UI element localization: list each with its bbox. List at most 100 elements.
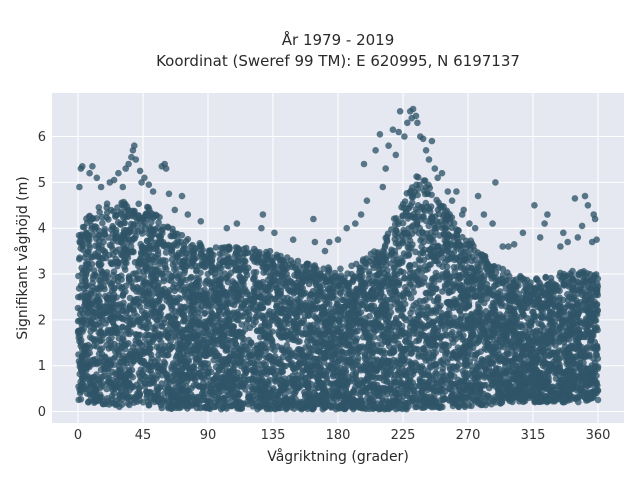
- data-point: [409, 283, 417, 291]
- data-point: [252, 269, 260, 276]
- data-point: [348, 270, 355, 278]
- data-point: [433, 196, 440, 204]
- data-point: [115, 348, 122, 356]
- data-point: [121, 266, 129, 274]
- data-point: [250, 275, 257, 282]
- data-point: [594, 396, 602, 404]
- data-point: [204, 270, 212, 278]
- data-point: [418, 404, 426, 412]
- data-point: [82, 277, 89, 285]
- data-point: [182, 237, 190, 245]
- data-point: [284, 294, 291, 302]
- data-point: [162, 249, 170, 256]
- data-point: [243, 271, 251, 279]
- data-point: [89, 283, 97, 291]
- data-point: [390, 265, 398, 272]
- data-point: [125, 274, 133, 282]
- data-point: [155, 298, 162, 306]
- data-point: [427, 203, 435, 210]
- data-point: [310, 312, 317, 320]
- data-point: [292, 329, 300, 336]
- data-point: [357, 386, 365, 394]
- data-point: [414, 174, 422, 181]
- data-point: [82, 283, 90, 290]
- data-point: [136, 288, 143, 296]
- data-point: [341, 365, 348, 373]
- data-point: [295, 384, 302, 392]
- data-point: [297, 290, 304, 297]
- data-point: [156, 260, 163, 268]
- data-point: [126, 294, 134, 302]
- data-point: [309, 405, 317, 413]
- data-point: [463, 277, 471, 285]
- data-point: [337, 289, 345, 296]
- data-point: [426, 294, 434, 301]
- data-point: [547, 274, 555, 282]
- data-point: [425, 282, 433, 289]
- data-point: [341, 358, 348, 366]
- data-point: [145, 401, 153, 409]
- data-point: [339, 296, 347, 304]
- data-point: [127, 220, 135, 228]
- data-point: [228, 330, 235, 338]
- data-point: [171, 307, 179, 315]
- data-point: [416, 257, 424, 264]
- data-point: [482, 394, 489, 401]
- data-point: [238, 321, 245, 328]
- data-point: [337, 265, 344, 273]
- data-point: [385, 286, 393, 293]
- data-point: [93, 371, 100, 378]
- data-point: [441, 341, 449, 349]
- data-point: [323, 295, 330, 303]
- data-point: [83, 262, 90, 269]
- data-point: [533, 276, 540, 283]
- data-point: [341, 274, 348, 282]
- data-point: [371, 272, 379, 280]
- data-point: [160, 275, 168, 282]
- data-point: [496, 288, 504, 295]
- chart-title-line1: År 1979 - 2019: [282, 30, 395, 49]
- data-point: [172, 313, 179, 320]
- data-point: [76, 363, 84, 370]
- data-point: [158, 371, 166, 379]
- data-points: [74, 105, 602, 413]
- data-point: [394, 298, 401, 306]
- data-point: [108, 260, 116, 268]
- data-point: [173, 242, 181, 249]
- data-point: [135, 200, 142, 208]
- data-point: [119, 324, 126, 331]
- data-point: [279, 265, 287, 272]
- data-point: [279, 353, 287, 361]
- data-point: [268, 345, 276, 352]
- data-point: [86, 244, 93, 252]
- data-point: [399, 239, 407, 247]
- data-point: [108, 334, 115, 341]
- data-point: [496, 373, 504, 381]
- data-point: [379, 397, 387, 405]
- data-point: [201, 310, 208, 318]
- data-point: [367, 250, 375, 258]
- data-point: [399, 200, 407, 208]
- data-point: [280, 299, 288, 306]
- data-point: [391, 285, 399, 293]
- data-point: [338, 324, 346, 331]
- data-point: [197, 269, 204, 277]
- data-point: [457, 316, 464, 323]
- data-point: [103, 209, 111, 216]
- data-point: [432, 369, 440, 377]
- data-point: [415, 335, 423, 343]
- data-point: [593, 351, 601, 359]
- data-point: [396, 343, 404, 350]
- data-point: [135, 260, 142, 268]
- data-point: [184, 325, 192, 333]
- data-point: [353, 260, 360, 268]
- data-point: [217, 275, 225, 283]
- data-point: [337, 341, 345, 349]
- data-point: [211, 329, 219, 337]
- data-point: [112, 353, 119, 361]
- data-point: [408, 350, 415, 358]
- data-point: [261, 295, 268, 303]
- data-point: [75, 396, 82, 404]
- data-point: [188, 385, 195, 392]
